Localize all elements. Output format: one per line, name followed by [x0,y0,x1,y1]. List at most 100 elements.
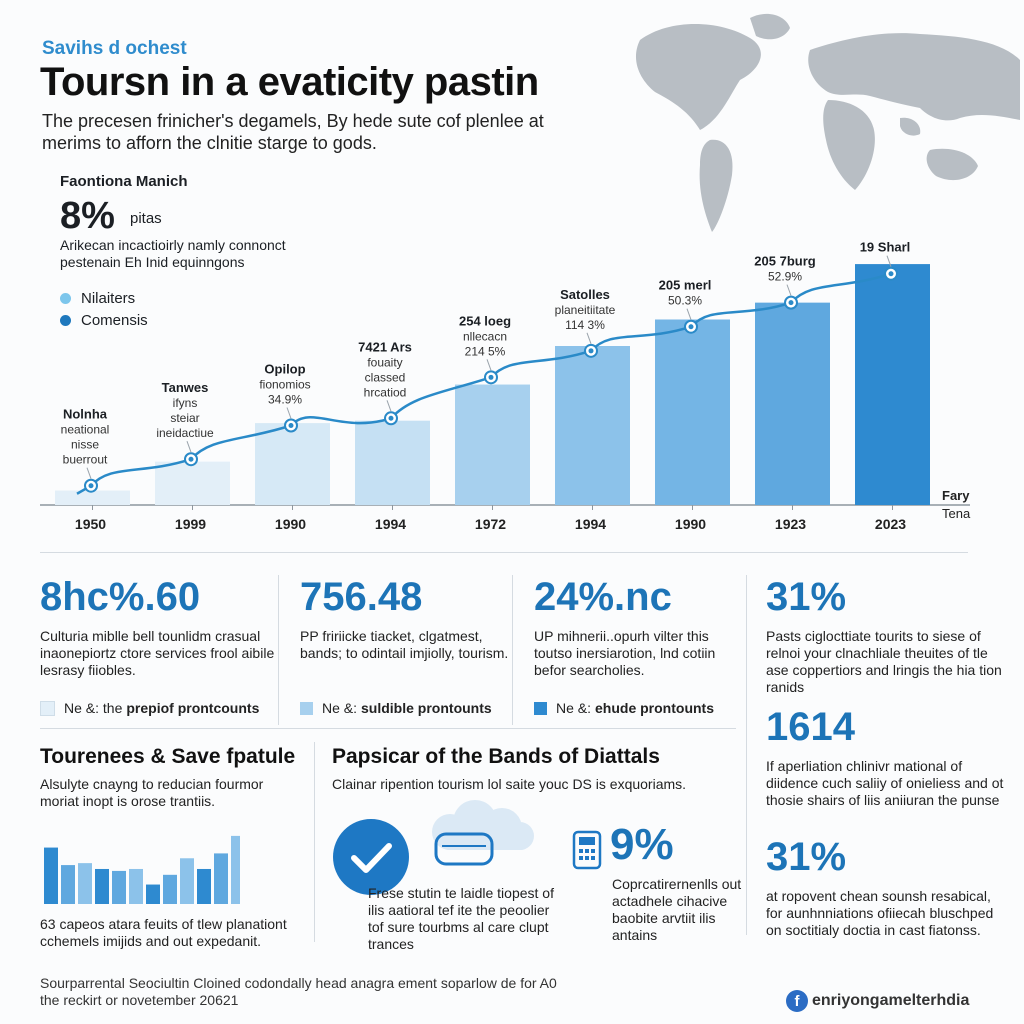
chart-bar [755,302,830,505]
side-panel-description: Arikecan incactioirly namly connonct pes… [60,237,286,270]
annotation-label: nllecacn [463,329,507,343]
legend-item: Nilaiters [60,290,135,307]
swatch-icon [300,701,313,715]
stat-value: 31% [766,575,847,619]
divider [40,552,968,553]
trend-point-core [288,423,294,428]
chart-bar [355,420,430,505]
mini-chart-bar [214,853,228,904]
annotation-leader [486,359,492,371]
section-description: Clainar ripention tourism lol saite youc… [332,776,687,792]
x-tick-label: 2023 [875,516,906,532]
stat-card: 24%.nc UP mihnerii..opurh vilter this to… [534,575,744,716]
stat-description: Coprcatirernenlls out actadhele cihacive… [612,876,742,943]
source-note: Sourparrental Seociultin Cloined codonda… [40,975,557,1008]
annotation-leader [886,255,892,267]
annotation-label: Tanwes [162,380,209,395]
divider [314,742,315,942]
divider [40,728,736,729]
annotation-label: planeitiitate [555,303,616,317]
annotation-label: 214 5% [465,344,506,358]
stat-card: 756.48 PP fririicke tiacket, clgatmest, … [300,575,510,716]
annotation-leader [86,467,92,479]
right-stat: 1614 If aperliation chlinivr mational of… [766,705,1006,809]
annotation-leader [386,400,392,412]
mini-bar-chart [44,835,240,904]
x-tick-label: 1972 [475,516,506,532]
trend-point-core [588,348,594,354]
annotation-label: Satolles [560,287,610,302]
mini-chart-bar [61,865,75,904]
annotation-label: neational [61,423,110,437]
stat-value: 31% [766,835,847,879]
chart-bar [855,264,930,505]
stat-legend-prefix: Ne &: the [64,700,123,716]
swatch-icon [534,701,547,715]
side-panel-heading: Faontiona Manich [60,173,188,190]
annotation-label: fionomios [259,378,310,392]
section-description: Alsulyte cnayng to reducian fourmor mori… [40,776,264,809]
mini-chart-bar [231,835,240,904]
x-tick-label: 1923 [775,516,806,532]
trend-point-core [88,483,94,489]
mini-chart-bar [129,868,143,904]
stat-legend-bold: ehude prontounts [595,700,715,716]
swatch-icon [40,700,55,716]
stat-legend: Ne &: suldible prontounts [300,700,510,716]
section-caption: Frese stutin te laidle tiopest of ilis a… [368,885,554,952]
section-title: Papsicar of the Bands of Diattals [332,745,660,768]
legend-label: Nilaiters [81,290,136,307]
annotation-label: 114 3% [565,318,605,332]
annotation-label: 52.9% [768,270,802,284]
stat-value: 8hc%.60 [40,575,201,619]
stat-legend-bold: suldible prontounts [361,700,492,716]
stat-description: UP mihnerii..opurh vilter this toutso in… [534,628,716,678]
annotation-label: fouaity [367,355,402,369]
stat-legend: Ne &: ehude prontounts [534,700,744,716]
legend-label: Comensis [81,312,148,329]
legend-dot-icon [60,315,71,326]
chart-bar [55,490,130,505]
stat-description: at ropovent chean sounsh resabical, for … [766,888,994,938]
check-circle-icon [333,819,409,895]
mini-chart-bar [112,870,126,904]
annotation-label: steiar [170,411,199,425]
annotation-leader [686,308,692,320]
annotation-label: hrcatiod [364,385,407,399]
x-tick-label: 1994 [375,516,406,532]
chart-bar [455,384,530,505]
page-subtitle: The precesen frinicher's degamels, By he… [42,111,544,153]
side-panel-value: 8% [60,195,115,237]
trend-point-core [888,271,894,277]
legend-item: Comensis [60,312,148,329]
stat-description: PP fririicke tiacket, clgatmest, bands; … [300,628,509,661]
brand[interactable]: f enriyongamelterhdia [786,990,969,1012]
stat-value: 24%.nc [534,575,672,619]
mini-chart-bar [44,847,58,904]
annotation-label: classed [365,370,406,384]
trend-point-core [188,456,194,462]
annotation-label: 34.9% [268,393,302,407]
annotation-leader [586,332,592,344]
section-caption: 63 capeos atara feuits of tlew planation… [40,916,287,949]
annotation-label: Nolnha [63,407,108,422]
annotation-leader [186,441,192,453]
main-chart: 1950 1999 1990 1994 1972 1994 1990 1923 2023 Noln… [40,240,971,532]
stat-card: 8hc%.60 Culturia miblle bell tounlidm cr… [40,575,290,716]
end-label: Fary [942,488,970,503]
chart-bar [155,461,230,505]
x-tick-label: 1990 [275,516,306,532]
legend-dot-icon [60,293,71,304]
stat-legend-prefix: Ne &: [322,700,358,716]
brand-name: enriyongamelterhdia [812,992,970,1009]
stat-description: Culturia miblle bell tounlidm crasual in… [40,628,275,678]
section-title: Tourenees & Save fpatule [40,745,296,768]
annotation-leader [786,284,792,296]
divider [278,575,279,725]
trend-point-core [488,374,494,380]
stat-legend: Ne &: the prepiof prontcounts [40,700,290,716]
annotation-label: 7421 Ars [358,339,412,354]
x-tick-label: 1990 [675,516,706,532]
x-tick-label: 1950 [75,516,106,532]
mini-chart-bar [197,868,211,904]
